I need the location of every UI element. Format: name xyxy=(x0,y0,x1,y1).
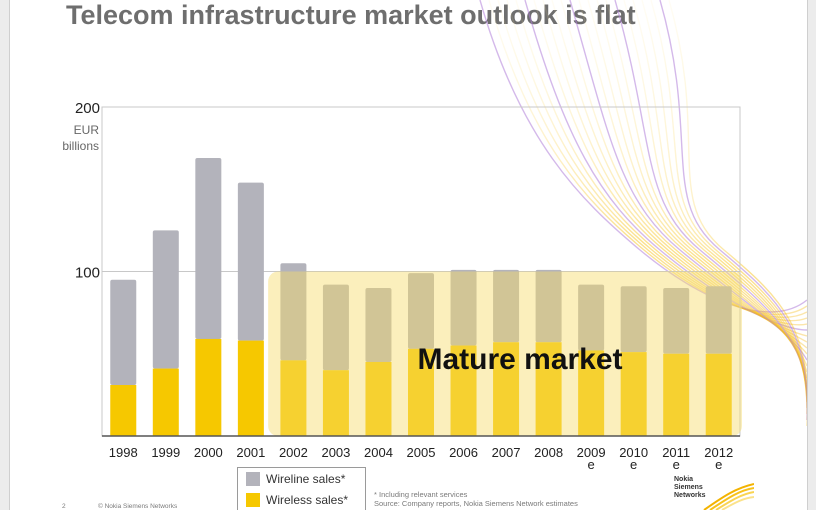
footnote-source: Source: Company reports, Nokia Siemens N… xyxy=(374,499,578,508)
x-tick-label: 2002 xyxy=(279,445,308,460)
bar-wireless xyxy=(493,342,520,436)
bar-wireline xyxy=(322,284,349,371)
mature-market-region xyxy=(268,271,742,436)
x-tick-label: e xyxy=(673,457,680,472)
x-tick-label: 1999 xyxy=(151,445,180,460)
bar-wireless xyxy=(152,368,179,436)
bar-wireless xyxy=(663,353,690,436)
swirl-line xyxy=(605,0,807,385)
legend-label-wireline: Wireline sales* xyxy=(266,471,346,486)
bar-wireless xyxy=(195,338,222,436)
bar-wireless xyxy=(535,342,562,436)
x-tick-label: e xyxy=(715,457,722,472)
bar-wireless xyxy=(408,348,434,436)
x-tick-label: 2003 xyxy=(321,445,350,460)
y-unit-label: EUR xyxy=(74,123,100,137)
legend: Wireline sales* Wireless sales* xyxy=(237,467,366,510)
bar-wireline xyxy=(620,286,647,353)
legend-label-wireless: Wireless sales* xyxy=(266,492,349,507)
overlay-label: Mature market xyxy=(417,343,622,376)
x-tick-label: 2010 xyxy=(619,445,648,460)
legend-item-wireless: Wireless sales* xyxy=(238,489,365,510)
x-tick-label: 2005 xyxy=(407,445,436,460)
x-tick-label: 2007 xyxy=(492,445,521,460)
bar-wireless xyxy=(322,370,349,436)
bar-wireline xyxy=(663,287,690,354)
swirl-line xyxy=(632,0,807,403)
bar-wireline xyxy=(493,269,520,343)
swirl-line xyxy=(488,0,807,316)
y-tick-label: 200 xyxy=(75,100,100,117)
bar-wireline xyxy=(195,157,222,339)
bar-wireline xyxy=(450,269,477,346)
swirl-line xyxy=(614,0,807,391)
x-tick-label: e xyxy=(588,457,595,472)
swirl-line xyxy=(659,0,807,420)
x-tick-label: 2001 xyxy=(236,445,265,460)
bar-wireline xyxy=(280,263,307,361)
slide: Telecom infrastructure market outlook is… xyxy=(9,0,808,510)
wireline-swatch xyxy=(246,471,260,486)
bar-wireline xyxy=(365,287,392,362)
bar-wireless xyxy=(705,353,732,436)
bar-wireline xyxy=(578,284,605,351)
swirl-line xyxy=(641,0,807,409)
x-tick-label: 2004 xyxy=(364,445,393,460)
x-tick-label: 1998 xyxy=(109,445,138,460)
bar-wireline xyxy=(152,230,179,369)
legend-item-wireline: Wireline sales* xyxy=(238,468,365,489)
y-unit-label: billions xyxy=(62,139,99,153)
bar-wireline xyxy=(705,286,732,354)
x-tick-label: e xyxy=(630,457,637,472)
swirl-line xyxy=(497,0,807,318)
y-tick-label: 100 xyxy=(75,265,100,282)
x-tick-label: 2011 xyxy=(662,445,690,460)
bar-wireless xyxy=(620,352,647,436)
copyright: © Nokia Siemens Networks xyxy=(98,503,178,510)
bar-wireless xyxy=(280,360,307,436)
x-tick-label: 2012 xyxy=(704,445,733,460)
x-tick-label: 2009 xyxy=(577,445,606,460)
footnote: * Including relevant services Source: Co… xyxy=(374,490,578,508)
x-tick-label: 2006 xyxy=(449,445,478,460)
bar-wireline xyxy=(110,279,137,386)
wireless-swatch xyxy=(246,492,260,507)
x-tick-label: 2008 xyxy=(534,445,563,460)
swirl-line xyxy=(623,0,807,397)
company-logo: Nokia Siemens Networks xyxy=(674,476,754,510)
chart: Mature market 100 200 EUR billions 1998 1999 2… xyxy=(62,0,807,472)
logo-text: Nokia Siemens Networks xyxy=(674,476,706,499)
swirl-line xyxy=(668,0,807,426)
bar-wireline xyxy=(237,182,264,341)
bar-wireline xyxy=(408,273,434,349)
x-tick-label: 2000 xyxy=(194,445,223,460)
logo-swirl-icon xyxy=(703,483,754,510)
bar-wireless xyxy=(365,361,392,436)
footnote-line-1: * Including relevant services xyxy=(374,490,468,499)
bar-wireless xyxy=(450,345,477,436)
bar-wireless xyxy=(578,350,605,436)
page-number: 2 xyxy=(62,503,66,510)
bar-wireless xyxy=(237,340,264,436)
swirl-line xyxy=(650,0,807,414)
decorative-swirl xyxy=(479,0,807,426)
bar-wireline xyxy=(535,269,562,343)
bar-wireless xyxy=(110,385,137,436)
